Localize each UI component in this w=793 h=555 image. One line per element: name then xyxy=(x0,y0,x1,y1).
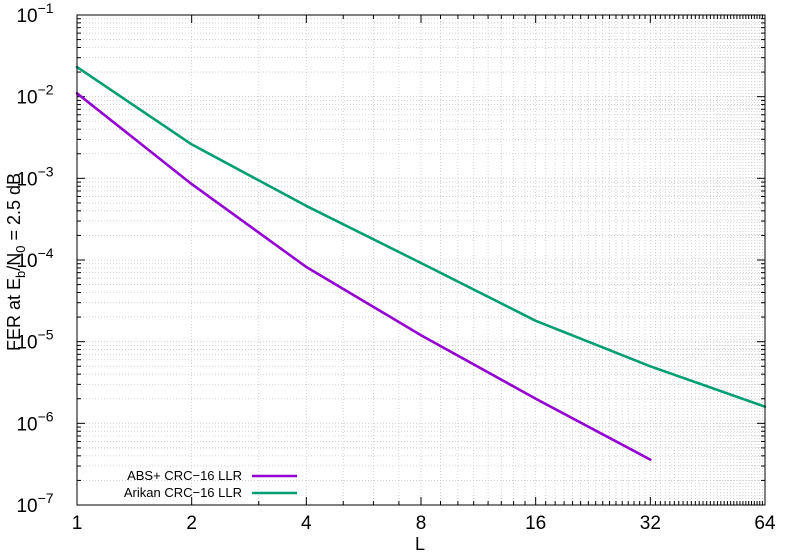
y-tick-label-exponent: −1 xyxy=(38,0,54,16)
x-tick-label: 16 xyxy=(525,513,546,534)
legend-label: Arikan CRC−16 LLR xyxy=(124,485,242,500)
y-tick-label: 10−3 xyxy=(16,163,53,190)
x-tick-label: 4 xyxy=(301,513,312,534)
y-tick-label-base: 10 xyxy=(16,88,37,109)
y-tick-label-exponent: −6 xyxy=(38,408,54,424)
y-tick-label-base: 10 xyxy=(16,414,37,435)
x-tick-label: 32 xyxy=(640,513,661,534)
y-tick-label: 10−1 xyxy=(16,0,53,27)
y-axis-label-sub2: 0 xyxy=(13,246,28,253)
y-tick-label: 10−4 xyxy=(16,245,53,272)
legend-label: ABS+ CRC−16 LLR xyxy=(127,468,242,483)
grid-layer xyxy=(77,15,765,505)
y-tick-label-base: 10 xyxy=(16,333,37,354)
y-tick-label: 10−7 xyxy=(16,490,53,517)
y-axis-label: FER at Eb/N0 = 2.5 dB xyxy=(4,173,28,351)
y-axis-label-prefix: FER at E xyxy=(4,278,24,351)
y-tick-label-exponent: −2 xyxy=(38,82,54,98)
ticks-layer xyxy=(76,15,766,506)
series-line-1 xyxy=(75,92,652,461)
series-line-2 xyxy=(75,65,767,409)
x-tick-label: 64 xyxy=(754,513,776,534)
x-tick-label: 2 xyxy=(186,513,197,534)
y-tick-label-exponent: −7 xyxy=(38,490,54,506)
series-layer xyxy=(75,65,767,461)
y-tick-label: 10−2 xyxy=(16,82,53,109)
y-tick-label-exponent: −5 xyxy=(38,327,54,343)
x-axis-label: L xyxy=(415,534,425,554)
y-axis-label-sub1: b xyxy=(13,271,28,278)
y-tick-label: 10−5 xyxy=(16,327,53,354)
y-tick-label-exponent: −3 xyxy=(38,163,54,179)
y-tick-label-exponent: −4 xyxy=(38,245,54,261)
y-tick-label-base: 10 xyxy=(16,6,37,27)
y-tick-label-base: 10 xyxy=(16,496,37,517)
y-axis-label-suffix: = 2.5 dB xyxy=(4,173,24,246)
x-tick-label: 8 xyxy=(416,513,427,534)
x-tick-label: 1 xyxy=(72,513,83,534)
y-tick-label-base: 10 xyxy=(16,251,37,272)
legend: ABS+ CRC−16 LLR Arikan CRC−16 LLR xyxy=(124,468,297,500)
y-tick-label-base: 10 xyxy=(16,169,37,190)
y-axis-label-mid: /N xyxy=(4,253,24,271)
plot-frame xyxy=(76,14,766,506)
y-tick-label: 10−6 xyxy=(16,408,53,435)
